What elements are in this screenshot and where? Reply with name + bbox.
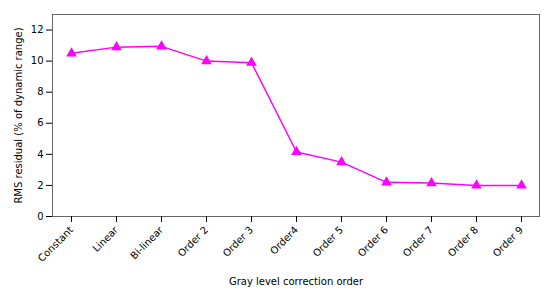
svg-text:Order 7: Order 7 (401, 224, 436, 259)
svg-text:Order4: Order4 (268, 224, 300, 256)
svg-text:Order 9: Order 9 (491, 224, 526, 259)
svg-text:4: 4 (37, 149, 43, 160)
svg-text:2: 2 (37, 180, 43, 191)
svg-text:Bi-linear: Bi-linear (128, 224, 166, 262)
svg-text:Order 8: Order 8 (446, 224, 481, 259)
svg-text:RMS residual (% of dynamic ran: RMS residual (% of dynamic range) (13, 27, 24, 203)
svg-text:Linear: Linear (90, 224, 120, 254)
svg-text:Order 5: Order 5 (311, 224, 346, 259)
svg-text:0: 0 (37, 211, 43, 222)
svg-text:6: 6 (37, 117, 43, 128)
svg-text:Constant: Constant (36, 224, 76, 264)
svg-text:Gray level correction order: Gray level correction order (229, 276, 364, 287)
svg-text:Order 2: Order 2 (176, 224, 211, 259)
svg-text:Order 3: Order 3 (221, 224, 256, 259)
svg-text:10: 10 (31, 55, 44, 66)
svg-text:12: 12 (31, 24, 44, 35)
svg-text:Order 6: Order 6 (356, 224, 391, 259)
svg-text:8: 8 (37, 86, 43, 97)
